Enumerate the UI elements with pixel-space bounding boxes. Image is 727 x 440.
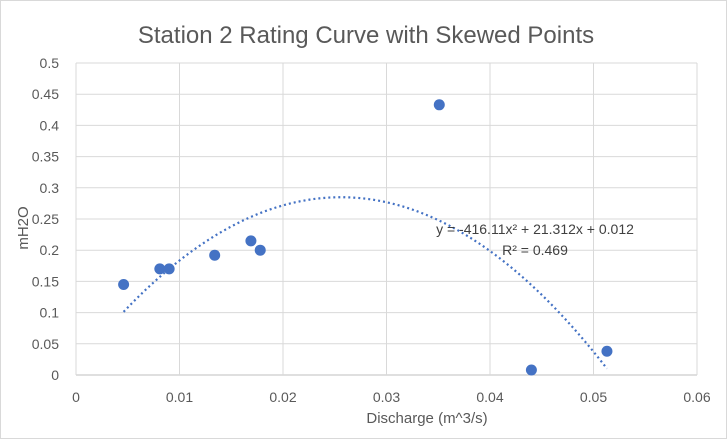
trendline-equation: y = -416.11x² + 21.312x + 0.012 xyxy=(436,221,634,237)
gridlines xyxy=(75,62,698,376)
x-tick-label: 0.04 xyxy=(476,389,503,405)
y-tick-label: 0.2 xyxy=(40,242,60,258)
y-axis-title: mH2O xyxy=(15,206,32,249)
chart-title: Station 2 Rating Curve with Skewed Point… xyxy=(138,22,594,49)
data-point xyxy=(525,364,537,376)
y-tick-label: 0.25 xyxy=(32,211,59,227)
y-tick-label: 0.3 xyxy=(40,180,60,196)
x-tick-label: 0 xyxy=(72,389,80,405)
x-axis-title: Discharge (m^3/s) xyxy=(366,410,487,427)
y-tick-label: 0.1 xyxy=(40,305,60,321)
y-tick-label: 0.45 xyxy=(32,86,59,102)
data-point xyxy=(601,345,613,357)
y-tick-label: 0.05 xyxy=(32,336,59,352)
x-tick-label: 0.02 xyxy=(269,389,296,405)
data-points xyxy=(118,99,613,376)
data-point xyxy=(433,99,445,111)
tick-labels: 0 0.05 0.1 0.15 0.2 0.25 0.3 0.35 0.4 0.45 0.5 0 0.0… xyxy=(32,55,711,405)
trendline xyxy=(122,196,608,370)
data-point xyxy=(209,249,221,261)
x-tick-label: 0.06 xyxy=(683,389,710,405)
x-tick-label: 0.01 xyxy=(166,389,193,405)
x-tick-label: 0.05 xyxy=(580,389,607,405)
y-tick-label: 0.15 xyxy=(32,273,59,289)
y-tick-label: 0 xyxy=(51,367,59,383)
x-tick-label: 0.03 xyxy=(373,389,400,405)
data-point xyxy=(163,263,175,275)
data-point xyxy=(154,263,166,275)
trendline-r-squared: R² = 0.469 xyxy=(502,242,568,258)
data-point xyxy=(118,279,130,291)
y-tick-label: 0.35 xyxy=(32,149,59,165)
y-tick-label: 0.4 xyxy=(40,117,60,133)
y-tick-label: 0.5 xyxy=(40,55,60,71)
data-point xyxy=(254,244,266,256)
data-point xyxy=(245,235,257,247)
